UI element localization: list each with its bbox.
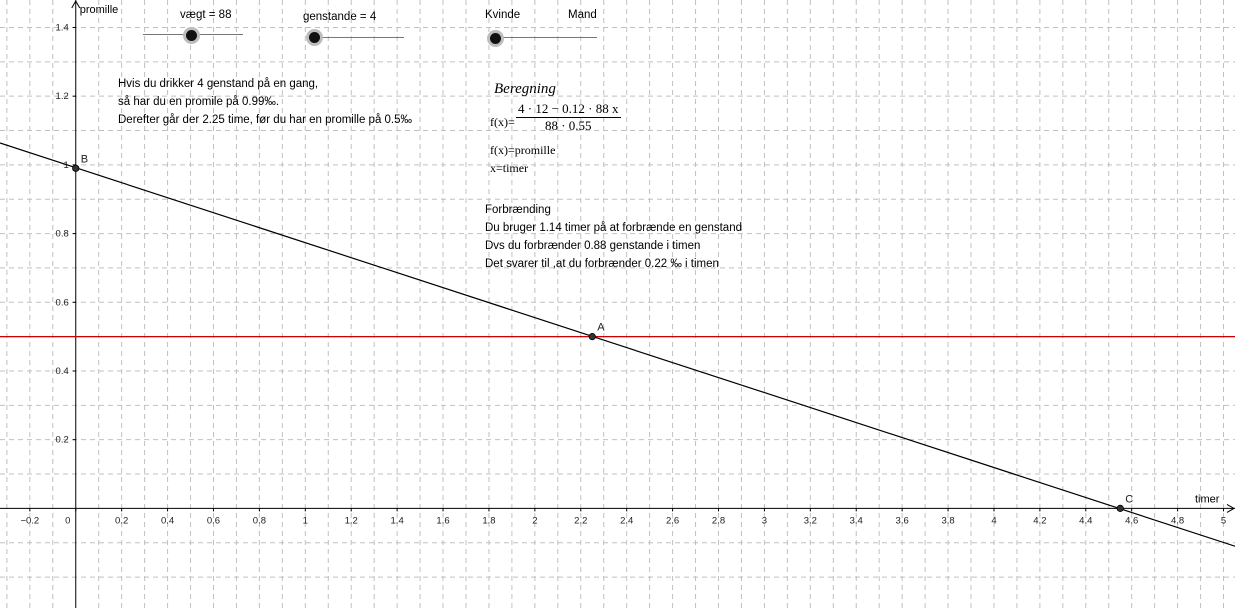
x-tick-label: 4.4 <box>1079 515 1092 526</box>
formula-fraction: 4 · 12 − 0.12 · 88 x 88 · 0.55 <box>516 101 621 134</box>
x-tick-label: 1.4 <box>391 515 404 526</box>
x-tick-label: 5 <box>1221 515 1226 526</box>
x-tick-label: 0.8 <box>253 515 266 526</box>
point-label-b: B <box>81 153 88 165</box>
x-tick-label: 0 <box>65 515 70 526</box>
drinks-slider-handle[interactable] <box>309 32 320 43</box>
y-axis-arrow <box>71 0 81 9</box>
y-tick-label: 0.2 <box>56 435 69 446</box>
y-tick-label: 0.4 <box>56 366 69 377</box>
gender-label-male: Mand <box>568 9 597 21</box>
x-tick-label: 0.4 <box>161 515 174 526</box>
weight-slider-handle[interactable] <box>186 30 197 41</box>
x-tick-label: 4.8 <box>1171 515 1184 526</box>
x-tick-label: 1.2 <box>345 515 358 526</box>
forbraending-line-1: Du bruger 1.14 timer på at forbrænde en … <box>485 222 742 234</box>
gender-slider-track[interactable] <box>492 37 597 38</box>
info-line-2: så har du en promile på 0.99‰. <box>118 96 280 108</box>
fx-prefix: f(x)= <box>490 115 515 129</box>
x-tick-label: 1.6 <box>436 515 449 526</box>
drinks-slider-track[interactable] <box>308 37 404 38</box>
x-tick-label: 3.6 <box>896 515 909 526</box>
x-tick-label: 4 <box>991 515 996 526</box>
def-fx: f(x)=promille <box>490 143 556 157</box>
gender-label-female: Kvinde <box>485 9 521 21</box>
y-axis-label: promille <box>80 4 119 16</box>
y-tick-label: 0.6 <box>56 297 69 308</box>
point-c[interactable] <box>1116 504 1124 512</box>
point-label-c: C <box>1125 493 1133 505</box>
x-tick-label: −0.2 <box>20 515 39 526</box>
point-b[interactable] <box>72 164 80 172</box>
gender-slider-handle[interactable] <box>490 33 501 44</box>
y-tick-label: 1 <box>63 160 68 171</box>
x-tick-label: 2.2 <box>574 515 587 526</box>
y-tick-label: 1.4 <box>56 22 69 33</box>
info-line-3: Derefter går der 2.25 time, før du har e… <box>118 114 413 126</box>
forbraending-line-3: Det svarer til ,at du forbrænder 0.22 ‰ … <box>485 258 719 270</box>
x-axis-arrow <box>1226 503 1235 513</box>
series <box>0 142 1235 547</box>
x-tick-label: 4.2 <box>1033 515 1046 526</box>
x-tick-label: 3.2 <box>804 515 817 526</box>
info-line-1: Hvis du drikker 4 genstand på en gang, <box>118 78 319 90</box>
forbraending-title: Forbrænding <box>485 204 551 216</box>
x-tick-label: 3.8 <box>941 515 954 526</box>
x-axis-label: timer <box>1195 493 1220 505</box>
def-x: x=timer <box>490 161 529 175</box>
x-tick-label: 4.6 <box>1125 515 1138 526</box>
points: B A C <box>72 153 1133 512</box>
drinks-slider-label: genstande = 4 <box>303 11 377 23</box>
formula-denominator: 88 · 0.55 <box>544 118 592 133</box>
x-tick-label: 2.8 <box>712 515 725 526</box>
beregning-title: Beregning <box>494 81 556 97</box>
x-tick-label: 2 <box>532 515 537 526</box>
x-tick-label: 3 <box>762 515 767 526</box>
formula-numerator: 4 · 12 − 0.12 · 88 x <box>516 101 621 118</box>
function-line[interactable] <box>0 142 1235 547</box>
point-label-a: A <box>597 322 605 334</box>
x-tick-label: 0.6 <box>207 515 220 526</box>
y-tick-label: 1.2 <box>56 91 69 102</box>
x-tick-label: 3.4 <box>850 515 863 526</box>
y-tick-label: 0.8 <box>56 229 69 240</box>
forbraending-line-2: Dvs du forbrænder 0.88 genstande i timen <box>485 240 701 252</box>
tick-labels: −0.2 0 0.2 0.4 0.6 0.8 1 1.2 1.4 1.6 1.8 2 2.2 2.4 2.6… <box>20 22 1226 526</box>
x-tick-label: 2.6 <box>666 515 679 526</box>
weight-slider-label: vægt = 88 <box>180 9 232 21</box>
x-tick-label: 2.4 <box>620 515 633 526</box>
point-a[interactable] <box>588 333 596 341</box>
x-tick-label: 1 <box>303 515 308 526</box>
x-tick-label: 0.2 <box>115 515 128 526</box>
x-tick-label: 1.8 <box>482 515 495 526</box>
